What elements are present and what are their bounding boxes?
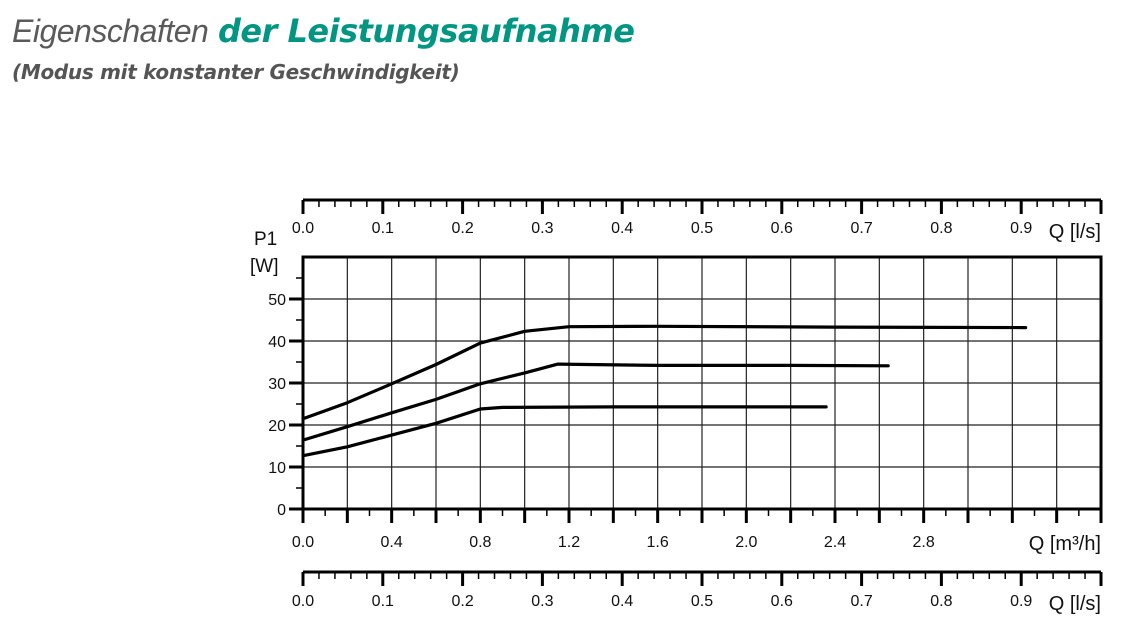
- page-subtitle: (Modus mit konstanter Geschwindigkeit): [12, 60, 460, 84]
- secondary-x-tick-label: 0.7: [850, 593, 872, 610]
- secondary-x-tick-label: 0.0: [292, 220, 314, 237]
- title-light: Eigenschaften: [12, 13, 209, 49]
- y-axis-label: P1: [254, 229, 277, 250]
- power-curve-2: [301, 362, 890, 442]
- secondary-x-tick-label: 0.4: [611, 593, 633, 610]
- y-tick-label: 20: [268, 418, 286, 435]
- secondary-x-tick-label: 0.6: [771, 220, 793, 237]
- secondary-x-tick-label: 0.4: [611, 220, 633, 237]
- y-tick-label: 10: [268, 460, 286, 477]
- secondary-x-tick-label: 0.9: [1010, 220, 1032, 237]
- secondary-x-tick-label: 0.3: [531, 593, 553, 610]
- y-tick-label: 30: [268, 376, 286, 393]
- x-tick-label: 0.0: [292, 534, 314, 551]
- secondary-x-tick-label: 0.0: [292, 593, 314, 610]
- secondary-x-tick-label: 0.1: [372, 220, 394, 237]
- y-tick-label: 0: [277, 502, 286, 519]
- x-tick-label: 2.4: [824, 534, 846, 551]
- secondary-x-tick-label: 0.9: [1010, 593, 1032, 610]
- secondary-x-tick-label: 0.8: [930, 220, 952, 237]
- secondary-x-tick-label: 0.5: [691, 593, 713, 610]
- power-curve-3: [301, 405, 828, 458]
- y-axis-unit: [W]: [250, 256, 279, 277]
- secondary-x-axis-label: Q [l/s]: [1049, 593, 1101, 615]
- secondary-x-tick-label: 0.6: [771, 593, 793, 610]
- x-tick-label: 2.0: [735, 534, 757, 551]
- title-bold: der Leistungsaufnahme: [217, 12, 635, 50]
- x-axis-label: Q [m³/h]: [1029, 533, 1101, 555]
- secondary-x-tick-label: 0.5: [691, 220, 713, 237]
- secondary-x-tick-label: 0.3: [531, 220, 553, 237]
- page-title: Eigenschaften der Leistungsaufnahme: [12, 12, 635, 50]
- x-tick-label: 2.8: [913, 534, 935, 551]
- secondary-x-tick-label: 0.8: [930, 593, 952, 610]
- y-tick-label: 40: [268, 334, 286, 351]
- secondary-x-axis-label: Q [l/s]: [1049, 221, 1101, 243]
- x-tick-label: 0.8: [469, 534, 491, 551]
- secondary-x-tick-label: 0.7: [850, 220, 872, 237]
- x-tick-label: 0.4: [381, 534, 403, 551]
- secondary-x-tick-label: 0.2: [451, 220, 473, 237]
- x-tick-label: 1.2: [558, 534, 580, 551]
- power-curve-1: [301, 324, 1028, 421]
- y-tick-label: 50: [268, 292, 286, 309]
- x-tick-label: 1.6: [647, 534, 669, 551]
- secondary-x-tick-label: 0.2: [451, 593, 473, 610]
- secondary-x-tick-label: 0.1: [372, 593, 394, 610]
